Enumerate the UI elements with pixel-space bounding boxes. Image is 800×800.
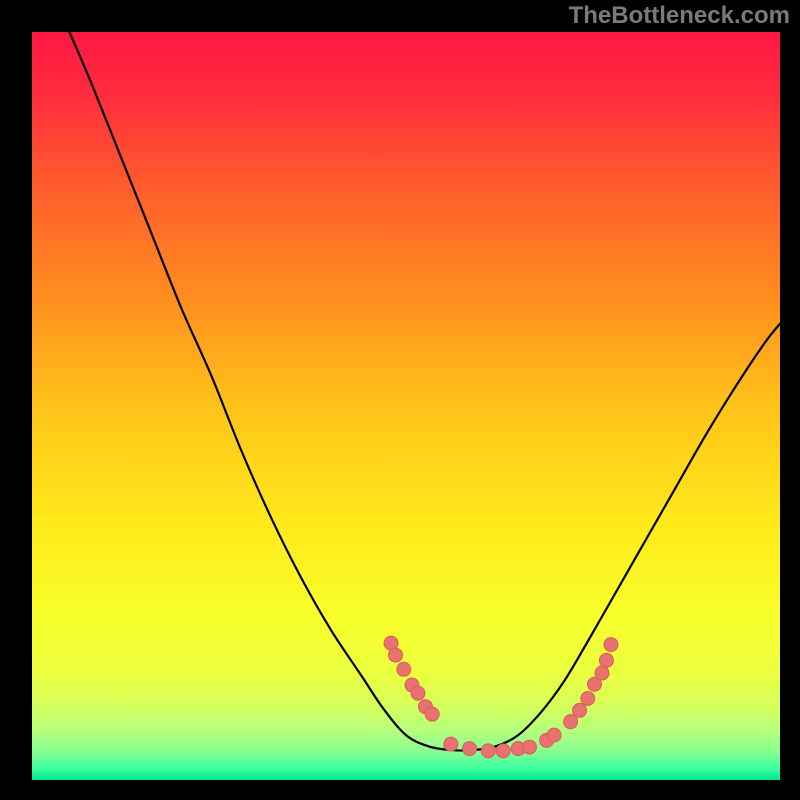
data-marker [522,740,536,754]
data-marker [604,638,618,652]
data-marker [599,653,613,667]
data-marker [463,742,477,756]
data-marker [496,744,510,758]
data-marker [411,686,425,700]
data-marker [547,728,561,742]
data-marker [425,707,439,721]
data-marker [573,703,587,717]
data-marker [389,648,403,662]
bottleneck-chart [32,32,780,780]
data-marker [397,662,411,676]
data-marker [481,744,495,758]
data-marker [581,691,595,705]
data-marker [595,666,609,680]
watermark-text: TheBottleneck.com [569,2,790,30]
data-marker [564,715,578,729]
data-marker [444,737,458,751]
